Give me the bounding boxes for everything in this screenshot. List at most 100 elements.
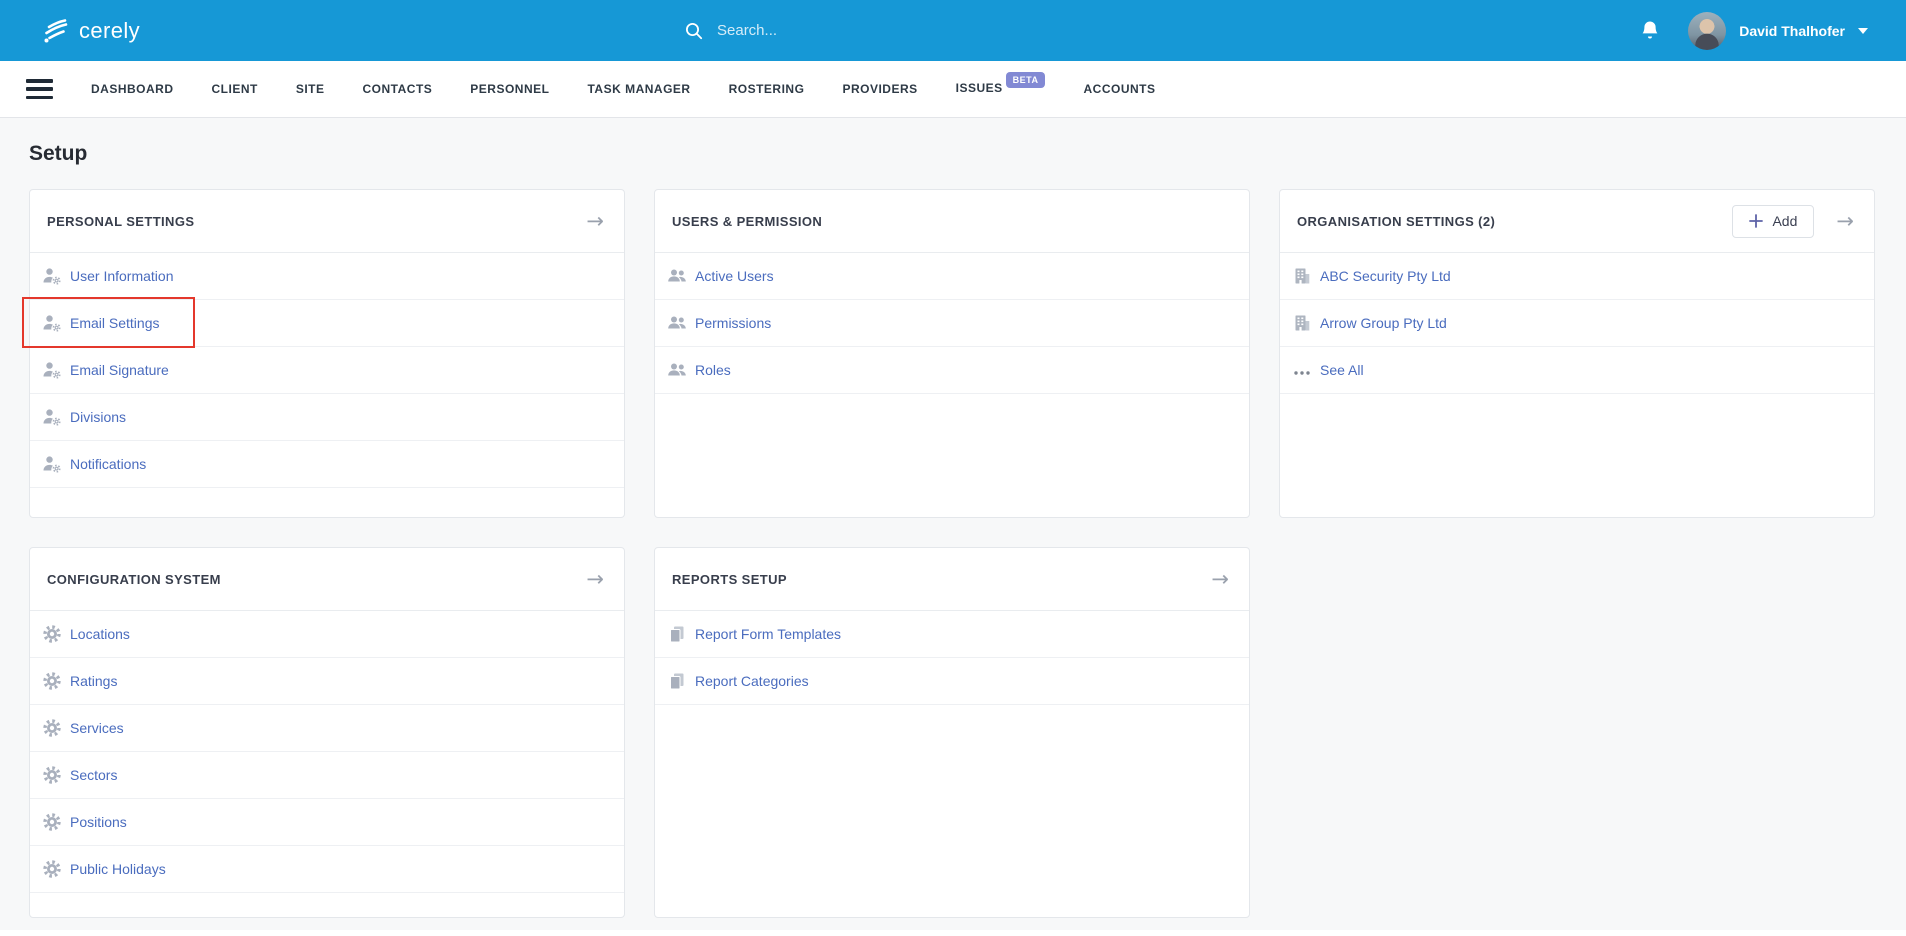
- nav-item-client[interactable]: CLIENT: [211, 82, 258, 96]
- nav-item-personnel[interactable]: PERSONNEL: [470, 82, 550, 96]
- link-label: See All: [1320, 362, 1364, 378]
- link-label: Email Signature: [70, 362, 169, 378]
- link-label: Sectors: [70, 767, 118, 783]
- list-item-abc-security[interactable]: ABC Security Pty Ltd: [1280, 253, 1874, 300]
- ellipsis-icon: [1292, 360, 1312, 380]
- chevron-down-icon: [1858, 27, 1868, 34]
- list-item-active-users[interactable]: Active Users: [655, 253, 1249, 300]
- user-avatar: [1688, 11, 1727, 50]
- list-item-notifications[interactable]: Notifications: [30, 441, 624, 488]
- beta-badge: BETA: [1005, 72, 1046, 88]
- building-icon: [1292, 266, 1312, 286]
- gear-icon: [42, 624, 62, 644]
- notifications-button[interactable]: [1638, 18, 1662, 44]
- card-configuration-system: CONFIGURATION SYSTEM → Locations Ratings: [29, 547, 625, 918]
- card-reports-setup: REPORTS SETUP → Report Form Templates Re…: [654, 547, 1250, 918]
- nav-item-providers[interactable]: PROVIDERS: [842, 82, 918, 96]
- plus-icon: [1749, 214, 1764, 228]
- arrow-right-icon[interactable]: →: [586, 566, 604, 591]
- list-item-positions[interactable]: Positions: [30, 799, 624, 846]
- add-organisation-button[interactable]: Add: [1732, 204, 1815, 238]
- nav-item-contacts[interactable]: CONTACTS: [362, 82, 433, 96]
- arrow-right-icon[interactable]: →: [1211, 566, 1229, 591]
- link-label: Report Categories: [695, 673, 809, 689]
- user-gear-icon: [42, 266, 62, 286]
- link-label: User Information: [70, 268, 174, 284]
- list-item-sectors[interactable]: Sectors: [30, 752, 624, 799]
- user-gear-icon: [42, 313, 62, 333]
- setup-page: Setup PERSONAL SETTINGS → User Informati…: [0, 118, 1906, 930]
- link-label: Report Form Templates: [695, 626, 842, 642]
- list-item-services[interactable]: Services: [30, 705, 624, 752]
- link-label: Locations: [70, 626, 130, 642]
- user-gear-icon: [42, 407, 62, 427]
- nav-item-accounts[interactable]: ACCOUNTS: [1083, 82, 1156, 96]
- arrow-right-icon[interactable]: →: [586, 208, 604, 233]
- list-item-locations[interactable]: Locations: [30, 611, 624, 658]
- list-item-public-holidays[interactable]: Public Holidays: [30, 846, 624, 893]
- bottom-strip: [0, 930, 1906, 936]
- gear-icon: [42, 765, 62, 785]
- list-item-see-all[interactable]: See All: [1280, 347, 1874, 394]
- nav-item-issues[interactable]: ISSUESBETA: [955, 72, 1046, 97]
- user-menu[interactable]: David Thalhofer: [1688, 11, 1868, 50]
- list-item-ratings[interactable]: Ratings: [30, 658, 624, 705]
- link-label: Positions: [70, 814, 127, 830]
- main-nav: DASHBOARD CLIENT SITE CONTACTS PERSONNEL…: [0, 61, 1906, 118]
- gear-icon: [42, 718, 62, 738]
- cerely-logo[interactable]: cerely: [0, 16, 140, 46]
- nav-item-issues-label: ISSUES: [955, 81, 1003, 95]
- list-item-report-form-templates[interactable]: Report Form Templates: [655, 611, 1249, 658]
- card-personal-settings: PERSONAL SETTINGS → User Information Ema…: [29, 189, 625, 518]
- nav-item-task-manager[interactable]: TASK MANAGER: [587, 82, 691, 96]
- link-label: Active Users: [695, 268, 774, 284]
- copy-icon: [667, 624, 687, 644]
- link-label: Arrow Group Pty Ltd: [1320, 315, 1447, 331]
- topbar: cerely David Thalhofer: [0, 0, 1906, 61]
- nav-item-dashboard[interactable]: DASHBOARD: [91, 82, 174, 96]
- list-item-divisions[interactable]: Divisions: [30, 394, 624, 441]
- gear-icon: [42, 671, 62, 691]
- card-title: CONFIGURATION SYSTEM: [47, 571, 221, 587]
- user-name: David Thalhofer: [1739, 22, 1845, 39]
- link-label: Roles: [695, 362, 731, 378]
- copy-icon: [667, 671, 687, 691]
- menu-toggle-button[interactable]: [26, 79, 53, 99]
- add-button-label: Add: [1772, 213, 1798, 229]
- users-icon: [667, 266, 687, 286]
- link-label: Public Holidays: [70, 861, 166, 877]
- arrow-right-icon[interactable]: →: [1836, 208, 1854, 233]
- page-title: Setup: [29, 142, 88, 165]
- list-item-arrow-group[interactable]: Arrow Group Pty Ltd: [1280, 300, 1874, 347]
- card-title: REPORTS SETUP: [672, 571, 787, 587]
- list-item-email-signature[interactable]: Email Signature: [30, 347, 624, 394]
- link-label: Ratings: [70, 673, 118, 689]
- global-search[interactable]: [684, 0, 937, 61]
- search-icon: [686, 22, 703, 39]
- users-icon: [667, 360, 687, 380]
- building-icon: [1292, 313, 1312, 333]
- nav-item-rostering[interactable]: ROSTERING: [728, 82, 805, 96]
- list-item-permissions[interactable]: Permissions: [655, 300, 1249, 347]
- users-icon: [667, 313, 687, 333]
- list-item-user-information[interactable]: User Information: [30, 253, 624, 300]
- card-title: ORGANISATION SETTINGS (2): [1297, 213, 1496, 229]
- link-label: Permissions: [695, 315, 772, 331]
- bell-icon: [1642, 21, 1658, 38]
- list-item-email-settings[interactable]: Email Settings: [30, 300, 624, 347]
- search-input[interactable]: [717, 22, 937, 39]
- list-item-report-categories[interactable]: Report Categories: [655, 658, 1249, 705]
- link-label: Services: [70, 720, 124, 736]
- brand-name: cerely: [79, 17, 141, 43]
- card-title: PERSONAL SETTINGS: [47, 213, 195, 229]
- link-label: ABC Security Pty Ltd: [1320, 268, 1451, 284]
- user-gear-icon: [42, 454, 62, 474]
- nav-item-site[interactable]: SITE: [295, 82, 325, 96]
- cerely-logo-icon: [44, 18, 68, 42]
- gear-icon: [42, 812, 62, 832]
- card-title: USERS & PERMISSION: [672, 213, 823, 229]
- gear-icon: [42, 859, 62, 879]
- link-label: Notifications: [70, 456, 147, 472]
- list-item-roles[interactable]: Roles: [655, 347, 1249, 394]
- card-organisation-settings: ORGANISATION SETTINGS (2) Add → ABC Secu…: [1279, 189, 1875, 518]
